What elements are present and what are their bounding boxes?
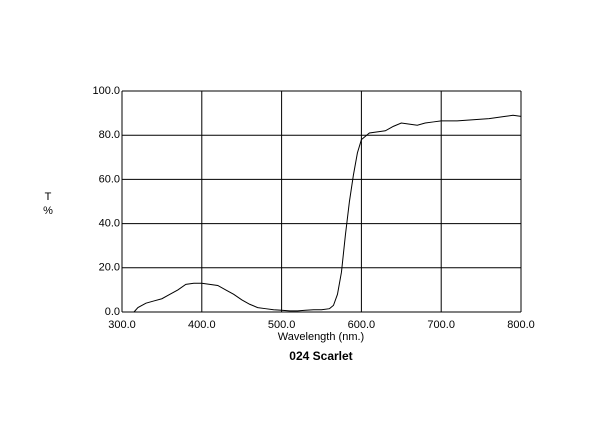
y-tick-label: 60.0 (99, 173, 120, 185)
x-axis-label: Wavelength (nm.) (278, 331, 364, 343)
x-tick-label: 500.0 (268, 319, 296, 331)
y-axis-label: T (45, 191, 52, 203)
x-tick-label: 400.0 (188, 319, 216, 331)
x-tick-label: 800.0 (507, 319, 535, 331)
chart-title: 024 Scarlet (289, 349, 352, 363)
x-tick-label: 700.0 (427, 319, 455, 331)
y-tick-label: 100.0 (92, 85, 120, 97)
y-tick-label: 80.0 (99, 129, 120, 141)
y-axis-label: % (43, 205, 53, 217)
data-line (133, 114, 522, 313)
y-tick-label: 40.0 (99, 218, 120, 230)
y-tick-label: 20.0 (99, 262, 120, 274)
y-tick-label: 0.0 (105, 306, 120, 318)
x-tick-label: 300.0 (108, 319, 136, 331)
x-tick-label: 600.0 (348, 319, 376, 331)
